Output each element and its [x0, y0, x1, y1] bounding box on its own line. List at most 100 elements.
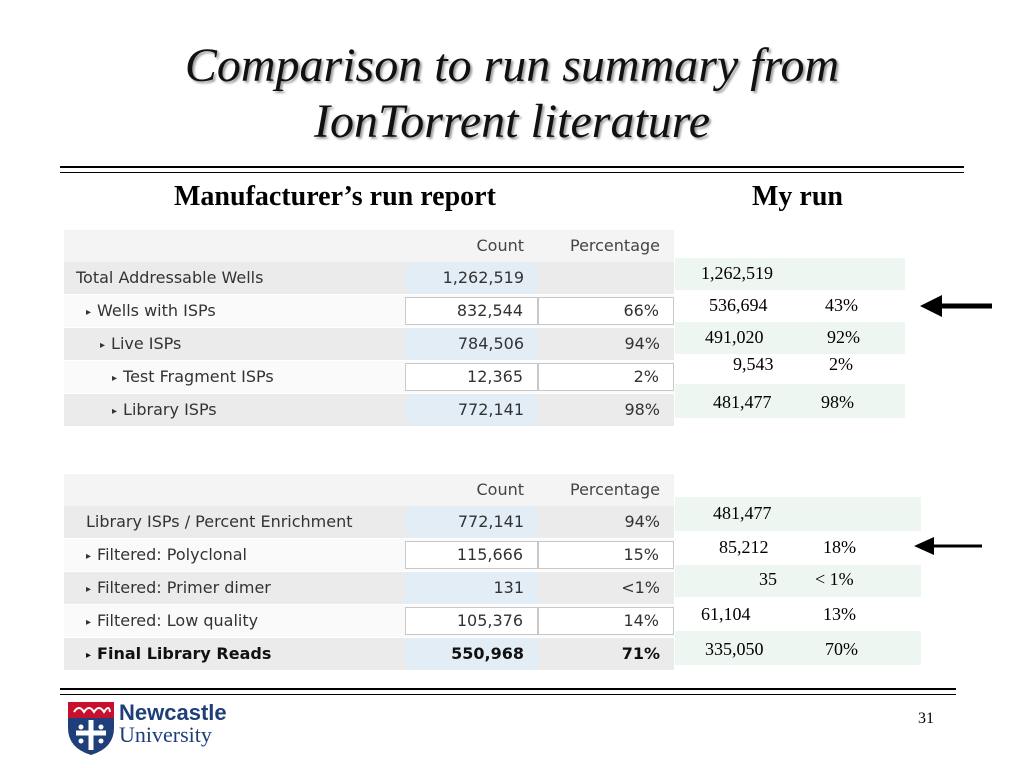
row-label: Filtered: Low quality — [97, 611, 259, 630]
table-row: ▸ Library ISPs 772,141 98% — [64, 394, 674, 427]
row-label: Filtered: Primer dimer — [97, 578, 271, 597]
table-header-row: Count Percentage — [64, 474, 674, 506]
my-run-row: 9,543 2% — [675, 354, 905, 384]
my-run-row: 491,020 92% — [675, 322, 905, 354]
my-run-percentage: 98% — [821, 392, 854, 412]
header-manufacturer: Manufacturer’s run report — [174, 181, 496, 212]
manufacturer-table-2: Count Percentage Library ISPs / Percent … — [64, 474, 674, 671]
row-percentage: 98% — [538, 394, 674, 426]
row-count: 550,968 — [405, 638, 538, 670]
row-count: 105,376 — [405, 607, 538, 635]
my-run-row: 1,262,519 — [675, 258, 905, 290]
my-run-row: 481,477 98% — [675, 384, 905, 418]
my-run-row: 85,212 18% — [675, 531, 921, 565]
my-run-count: 491,020 — [705, 327, 764, 347]
top-rule — [60, 166, 964, 168]
my-run-row: 536,694 43% — [675, 290, 905, 322]
slide-title-line1: Comparison to run summary from — [184, 39, 840, 92]
row-label: Library ISPs — [123, 400, 217, 419]
university-crest-icon — [68, 702, 114, 755]
slide-title-line2: IonTorrent literature — [313, 95, 711, 148]
col-count-header: Count — [476, 480, 524, 499]
table-row: ▸ Live ISPs 784,506 94% — [64, 328, 674, 361]
col-percentage-header: Percentage — [569, 236, 660, 255]
my-run-count: 85,212 — [719, 537, 769, 557]
table-row: ▸ Final Library Reads 550,968 71% — [64, 638, 674, 671]
row-label: Test Fragment ISPs — [123, 367, 274, 386]
my-run-percentage: 92% — [827, 327, 860, 347]
my-run-row: 35 < 1% — [675, 565, 921, 597]
row-label: Total Addressable Wells — [76, 268, 264, 287]
row-percentage — [538, 262, 674, 294]
logo-text-university: University — [119, 722, 212, 747]
expand-triangle-icon[interactable]: ▸ — [112, 406, 118, 417]
my-run-count: 61,104 — [701, 604, 751, 624]
table-row: ▸ Filtered: Low quality 105,376 14% — [64, 605, 674, 638]
my-run-percentage: < 1% — [815, 569, 854, 589]
row-label: Wells with ISPs — [97, 301, 216, 320]
table-header-row: Count Percentage — [64, 230, 674, 262]
expand-triangle-icon[interactable]: ▸ — [86, 551, 92, 562]
row-count: 784,506 — [405, 328, 538, 360]
logo-text-newcastle: Newcastle — [119, 700, 227, 725]
my-run-row: 61,104 13% — [675, 597, 921, 631]
my-run-count: 35 — [759, 569, 777, 589]
arrow-left-icon — [914, 537, 982, 555]
expand-triangle-icon[interactable]: ▸ — [100, 340, 106, 351]
expand-triangle-icon[interactable]: ▸ — [112, 373, 118, 384]
table-row: Total Addressable Wells 1,262,519 — [64, 262, 674, 295]
row-count: 772,141 — [405, 506, 538, 538]
my-run-count: 481,477 — [713, 503, 772, 523]
expand-triangle-icon[interactable]: ▸ — [86, 617, 92, 628]
my-run-table-2: 481,477 85,212 18% 35 < 1% 61,104 13% 33… — [675, 497, 921, 665]
row-label: Final Library Reads — [97, 644, 272, 663]
my-run-percentage: 43% — [825, 295, 858, 315]
col-percentage-header: Percentage — [569, 480, 660, 499]
row-label: Library ISPs / Percent Enrichment — [86, 512, 353, 531]
manufacturer-table-1: Count Percentage Total Addressable Wells… — [64, 230, 674, 427]
my-run-percentage: 18% — [823, 537, 856, 557]
row-percentage: 94% — [538, 328, 674, 360]
header-my-run: My run — [752, 181, 843, 212]
row-percentage: 15% — [538, 541, 674, 569]
row-percentage: 66% — [538, 297, 674, 325]
table-row: ▸ Filtered: Primer dimer 131 <1% — [64, 572, 674, 605]
my-run-count: 481,477 — [713, 392, 772, 412]
my-run-percentage: 13% — [823, 604, 856, 624]
row-percentage: 2% — [538, 363, 674, 391]
col-count-header: Count — [476, 236, 524, 255]
row-percentage: 14% — [538, 607, 674, 635]
row-percentage: 94% — [538, 506, 674, 538]
my-run-table-1: 1,262,519 536,694 43% 491,020 92% 9,543 … — [675, 258, 905, 418]
expand-triangle-icon[interactable]: ▸ — [86, 584, 92, 595]
row-count: 1,262,519 — [405, 262, 538, 294]
my-run-row: 335,050 70% — [675, 631, 921, 665]
page-number: 31 — [918, 710, 934, 727]
newcastle-university-logo: Newcastle University — [66, 700, 236, 756]
top-rule-2 — [60, 172, 964, 173]
my-run-row: 481,477 — [675, 497, 921, 531]
my-run-count: 536,694 — [709, 295, 768, 315]
table-row: Library ISPs / Percent Enrichment 772,14… — [64, 506, 674, 539]
row-count: 772,141 — [405, 394, 538, 426]
row-count: 832,544 — [405, 297, 538, 325]
row-label: Filtered: Polyclonal — [97, 545, 247, 564]
row-count: 115,666 — [405, 541, 538, 569]
table-row: ▸ Test Fragment ISPs 12,365 2% — [64, 361, 674, 394]
my-run-percentage: 70% — [825, 639, 858, 659]
expand-triangle-icon[interactable]: ▸ — [86, 307, 92, 318]
my-run-count: 1,262,519 — [701, 263, 773, 283]
row-label: Live ISPs — [111, 334, 182, 353]
row-count: 131 — [405, 572, 538, 604]
bottom-rule-2 — [60, 694, 956, 695]
row-count: 12,365 — [405, 363, 538, 391]
slide-title: Comparison to run summary from IonTorren… — [0, 38, 1024, 150]
expand-triangle-icon[interactable]: ▸ — [86, 650, 92, 661]
my-run-percentage: 2% — [829, 354, 853, 374]
bottom-rule — [60, 688, 956, 690]
my-run-count: 335,050 — [705, 639, 764, 659]
arrow-left-icon — [920, 295, 992, 317]
table-row: ▸ Filtered: Polyclonal 115,666 15% — [64, 539, 674, 572]
row-percentage: 71% — [538, 638, 674, 670]
table-row: ▸ Wells with ISPs 832,544 66% — [64, 295, 674, 328]
